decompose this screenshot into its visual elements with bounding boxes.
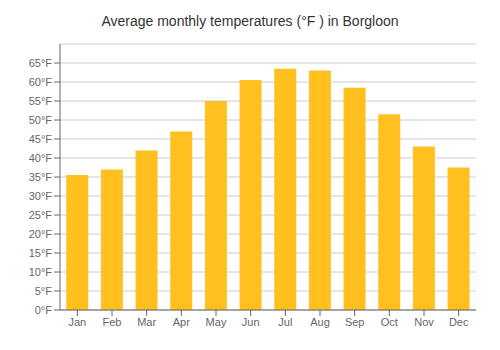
svg-text:5°F: 5°F [35, 285, 53, 297]
svg-text:Dec: Dec [449, 316, 469, 328]
svg-text:May: May [206, 316, 227, 328]
svg-text:Jul: Jul [278, 316, 292, 328]
svg-text:50°F: 50°F [29, 114, 53, 126]
svg-text:20°F: 20°F [29, 228, 53, 240]
svg-text:Mar: Mar [137, 316, 156, 328]
svg-text:10°F: 10°F [29, 266, 53, 278]
html-text:Average monthly temperatures (: Average monthly temperatures (°F ) in Bo… [101, 13, 399, 29]
svg-text:Oct: Oct [381, 316, 398, 328]
svg-text:Sep: Sep [345, 316, 365, 328]
svg-text:Nov: Nov [414, 316, 434, 328]
svg-text:Aug: Aug [310, 316, 330, 328]
svg-text:55°F: 55°F [29, 95, 53, 107]
svg-text:15°F: 15°F [29, 247, 53, 259]
svg-text:Apr: Apr [173, 316, 190, 328]
svg-text:45°F: 45°F [29, 133, 53, 145]
svg-text:35°F: 35°F [29, 171, 53, 183]
svg-text:Feb: Feb [103, 316, 122, 328]
svg-text:40°F: 40°F [29, 152, 53, 164]
svg-text:30°F: 30°F [29, 190, 53, 202]
svg-text:65°F: 65°F [29, 57, 53, 69]
svg-text:Jan: Jan [68, 316, 86, 328]
svg-text:60°F: 60°F [29, 76, 53, 88]
svg-text:25°F: 25°F [29, 209, 53, 221]
svg-text:0°F: 0°F [35, 304, 53, 316]
svg-text:Jun: Jun [242, 316, 260, 328]
